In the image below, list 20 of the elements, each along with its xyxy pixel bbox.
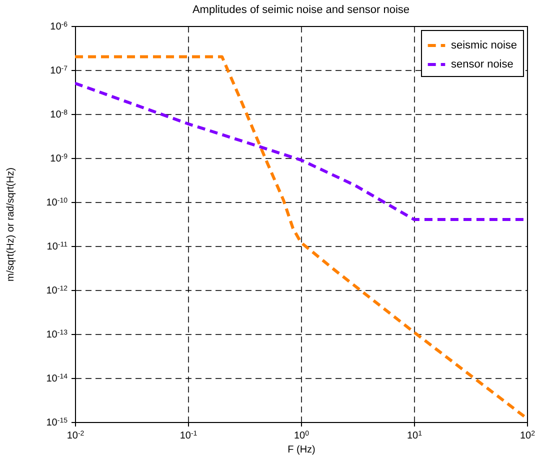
y-axis-title: m/sqrt(Hz) or rad/sqrt(Hz) [5, 168, 16, 282]
y-tick-label: 10$^{-8}$ [50, 109, 68, 120]
y-tick-label: 10$^{-6}$ [50, 21, 68, 32]
y-tick-label: 10$^{-12}$ [46, 285, 68, 296]
y-tick-label: 10$^{-15}$ [46, 417, 68, 428]
x-axis-title: F (Hz) [288, 444, 316, 455]
x-tick-label: 10$^{0}$ [294, 430, 310, 442]
x-tick-label: 10$^{2}$ [520, 430, 536, 442]
chart-title: Amplitudes of seimic noise and sensor noise [192, 4, 410, 16]
x-tick-label: 10$^{1}$ [406, 430, 422, 442]
y-tick-label: 10$^{-7}$ [50, 65, 68, 76]
y-tick-label: 10$^{-10}$ [46, 197, 68, 208]
x-tick-label: 10$^{-1}$ [180, 430, 198, 442]
legend-label: sensor noise [451, 58, 514, 70]
y-tick-label: 10$^{-11}$ [46, 241, 68, 252]
y-tick-label: 10$^{-9}$ [50, 153, 68, 164]
x-tick-label: 10$^{-2}$ [66, 430, 84, 442]
y-tick-label: 10$^{-13}$ [46, 329, 68, 340]
y-tick-label: 10$^{-14}$ [46, 373, 68, 384]
legend-label: seismic noise [451, 40, 518, 52]
